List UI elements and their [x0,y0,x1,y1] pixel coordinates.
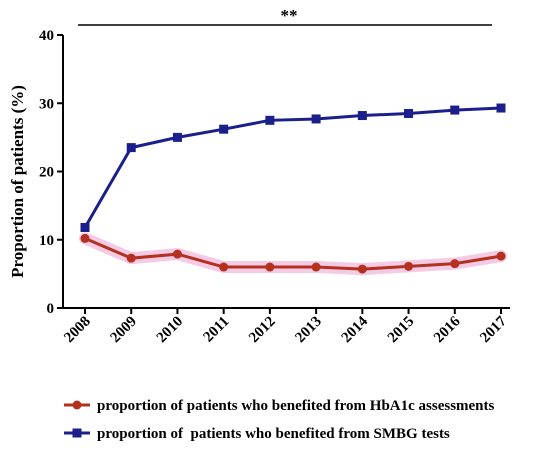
data-point [357,111,367,121]
x-tick-label: 2015 [385,314,418,347]
legend-entry: proportion of patients who benefited fro… [64,426,450,442]
data-point [219,124,229,134]
data-point [80,222,90,232]
x-tick-label: 2008 [61,314,94,347]
legend-marker [72,400,82,410]
x-tick-label: 2012 [246,314,279,347]
data-point [172,132,182,142]
data-point [404,261,414,271]
series-smbg [80,103,506,232]
series-hba1c [80,233,506,274]
data-point [126,253,136,263]
x-ticks: 2008 2009 2010 2011 2012 2013 2014 2015 2016 2017 [61,308,510,346]
y-tick-label: 0 [47,301,55,317]
x-tick-label: 2010 [154,314,187,347]
data-point [311,114,321,124]
y-tick-label: 40 [39,28,54,44]
data-point [80,233,90,243]
data-point [311,262,321,272]
x-tick-label: 2016 [431,313,464,346]
y-axis-label: Proportion of patients (%) [8,85,27,278]
x-tick-label: 2011 [201,314,233,346]
x-tick-label: 2014 [339,313,372,346]
y-ticks: 0 10 20 30 40 [39,28,63,317]
data-point [265,262,275,272]
data-point [265,115,275,125]
data-point [357,264,367,274]
legend-entry: proportion of patients who benefited fro… [64,398,495,414]
data-point [450,105,460,115]
significance-marker: ** [281,6,298,25]
legend-marker [72,428,82,438]
x-tick-label: 2009 [108,314,141,347]
legend: proportion of patients who benefited fro… [64,398,495,442]
data-point [450,259,460,269]
x-tick-label: 2013 [292,314,325,347]
data-point [172,249,182,259]
data-point [404,108,414,118]
series [80,103,506,274]
y-tick-label: 10 [39,233,54,249]
legend-label: proportion of patients who benefited fro… [97,426,450,442]
y-tick-label: 20 [39,165,54,181]
x-tick-label: 2017 [477,313,510,346]
legend-label: proportion of patients who benefited fro… [97,398,495,414]
series-line [84,237,502,271]
series-line [83,106,502,229]
data-point [496,251,506,261]
data-point [126,143,136,153]
y-tick-label: 30 [39,96,54,112]
data-point [496,103,506,113]
data-point [219,262,229,272]
